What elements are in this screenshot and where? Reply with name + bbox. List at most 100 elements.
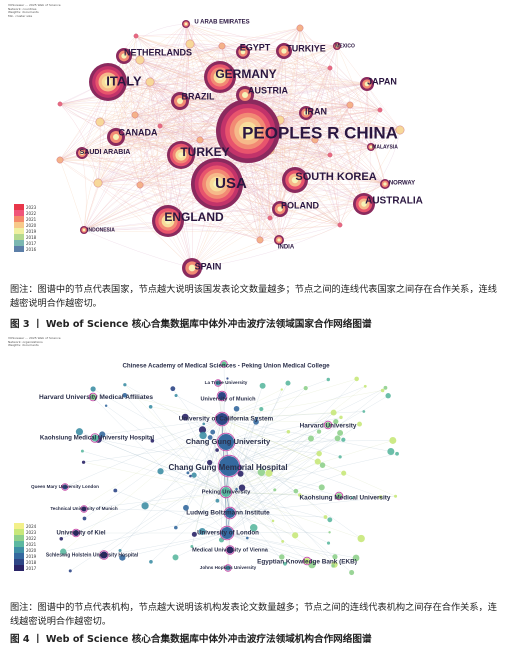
collaboration-edge: [81, 152, 87, 231]
collaboration-edge: [226, 532, 330, 534]
collaboration-edge: [59, 121, 101, 161]
collaboration-edge: [59, 159, 193, 269]
institution-node-medical-university-of-vienna: [225, 545, 235, 555]
institution-node-minor: [387, 447, 395, 456]
collaboration-edge: [70, 465, 230, 572]
collaboration-edge: [83, 203, 365, 231]
legend-entry: 2019: [14, 228, 36, 234]
collaboration-edge: [259, 27, 301, 241]
institution-node-minor: [191, 472, 197, 478]
collaboration-edge: [227, 512, 231, 569]
institution-node-minor: [357, 421, 362, 427]
legend-year-label: 2024: [26, 523, 37, 529]
collaboration-edge: [314, 139, 341, 226]
collaboration-edge: [135, 35, 271, 219]
collaboration-edge: [94, 437, 227, 493]
legend-swatch: [14, 210, 24, 216]
collaboration-edge: [225, 431, 289, 493]
collaboration-edge: [221, 418, 396, 497]
legend-swatch: [14, 204, 24, 210]
institution-node-minor: [279, 554, 285, 560]
institution-label-university-of-munich: University of Munich: [200, 396, 256, 402]
institution-node-kaohsiung-medical-university-hospital: [90, 433, 100, 443]
country-node-minor: [136, 181, 144, 189]
institution-node-minor: [280, 388, 283, 391]
collaboration-edge: [225, 491, 335, 565]
collaboration-edge: [189, 43, 386, 185]
institution-node-minor: [352, 554, 360, 562]
collaboration-edge: [139, 59, 368, 85]
collaboration-edge: [228, 424, 329, 467]
institution-node-minor: [174, 393, 178, 398]
institution-label-harvard-university: Harvard University: [300, 423, 357, 430]
country-label-spain: SPAIN: [195, 261, 222, 271]
country-node-canada: [107, 128, 125, 146]
collaboration-edge: [81, 152, 193, 269]
collaboration-edge: [59, 159, 85, 231]
institution-node-harvard-university: [323, 420, 333, 430]
country-network-graph: PEOPLES R CHINA USA ITALY GERMANY ENGLAND TUR…: [56, 20, 423, 278]
collaboration-edge: [229, 512, 296, 536]
collaboration-edge: [299, 27, 381, 111]
institution-node-minor: [338, 455, 342, 459]
collaboration-edge: [59, 159, 281, 210]
institution-node-minor: [123, 383, 127, 387]
collaboration-edge: [229, 412, 334, 514]
institution-node-minor: [333, 418, 339, 425]
collaboration-edge: [226, 532, 357, 559]
collaboration-edge: [99, 27, 301, 123]
collaboration-edge: [139, 59, 351, 106]
country-node-minor: [296, 24, 304, 32]
country-node-australia: [353, 193, 375, 215]
country-node-minor: [337, 222, 343, 228]
legend-year-label: 2020: [26, 547, 37, 553]
collaboration-edge: [329, 45, 338, 156]
country-label-italy: ITALY: [106, 73, 142, 88]
institution-node-minor: [59, 537, 64, 541]
collaboration-edge: [279, 107, 381, 121]
collaboration-edge: [83, 109, 231, 231]
collaboration-edge: [191, 224, 341, 269]
institution-node-minor: [233, 405, 240, 412]
country-node-saudi-arabia: [76, 147, 88, 159]
collaboration-edge: [83, 224, 341, 233]
collaboration-edge: [226, 491, 296, 534]
institution-label-university-of-london: University of London: [197, 530, 259, 537]
collaboration-edge: [229, 496, 396, 514]
collaboration-edge: [83, 50, 285, 231]
collaboration-edge: [83, 43, 191, 231]
institution-node-egyptian-knowledge-bank-ekb: [302, 556, 312, 566]
collaboration-edge: [228, 438, 338, 467]
institution-label-egyptian-knowledge-bank-ekb: Egyptian Knowledge Bank (EKB): [257, 559, 357, 566]
collaboration-edge: [139, 81, 151, 186]
collaboration-edge: [225, 491, 330, 520]
collaboration-edge: [149, 81, 201, 141]
country-node-minor: [145, 77, 155, 87]
collaboration-edge: [139, 59, 372, 148]
vosviewer-meta: VOSviewer ... 2025 Web of Science Networ…: [8, 336, 138, 348]
institution-node-minor: [389, 436, 397, 444]
country-node-minor: [131, 111, 139, 119]
collaboration-edge: [225, 431, 289, 443]
institution-node-schleswig-holstein-university-hospital: [99, 550, 109, 560]
country-node-japan: [360, 77, 374, 91]
collaboration-edge: [134, 114, 201, 141]
collaboration-edge: [97, 114, 136, 184]
institution-node-minor: [314, 458, 321, 465]
collaboration-edge: [228, 438, 312, 467]
institution-node-minor: [308, 435, 314, 442]
collaboration-edge: [81, 43, 191, 154]
country-node-peoples-r-china: [216, 99, 280, 163]
country-node-mexico: [333, 42, 341, 50]
figure-3-title: 图 3 丨 Web of Science 核心合集数据库中体外冲击波疗法领域国家…: [10, 319, 372, 330]
collaboration-edge: [225, 386, 366, 493]
collaboration-edge: [135, 34, 338, 47]
collaboration-edge: [185, 23, 331, 69]
country-node-minor: [196, 136, 204, 144]
collaboration-edge: [124, 395, 223, 420]
legend-entry: 2016: [14, 246, 36, 252]
legend-year-label: 2022: [26, 210, 37, 216]
collaboration-edge: [159, 51, 244, 127]
collaboration-edge: [149, 79, 368, 85]
institution-label-kaohsiung-medical-university: Kaohsiung Medical University: [300, 495, 391, 502]
